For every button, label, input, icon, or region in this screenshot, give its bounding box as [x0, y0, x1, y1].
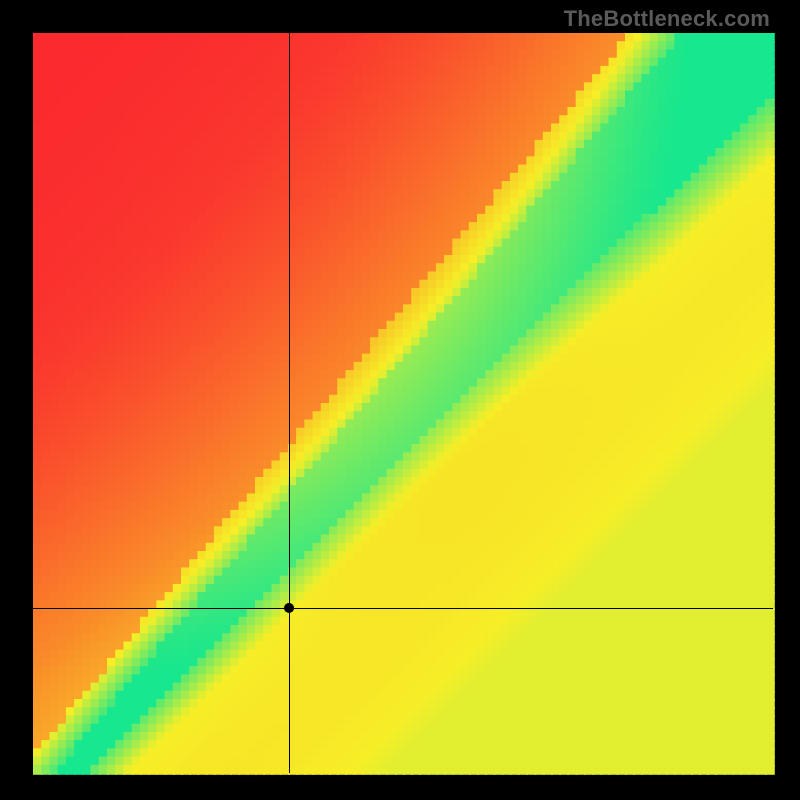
bottleneck-heatmap [0, 0, 800, 800]
watermark-text: TheBottleneck.com [564, 6, 770, 32]
